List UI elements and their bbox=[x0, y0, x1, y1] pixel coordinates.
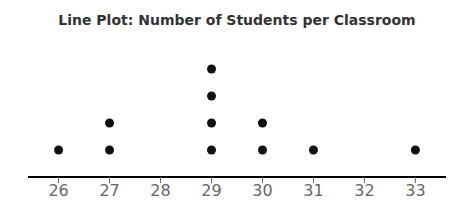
svg-text:31: 31 bbox=[303, 181, 323, 200]
svg-text:32: 32 bbox=[354, 181, 374, 200]
svg-text:27: 27 bbox=[99, 181, 119, 200]
svg-text:29: 29 bbox=[201, 181, 221, 200]
html-text:Line Plot: Number of Students: Line Plot: Number of Students per Classr… bbox=[58, 12, 416, 28]
svg-text:30: 30 bbox=[252, 181, 272, 200]
svg-text:28: 28 bbox=[150, 181, 170, 200]
svg-text:26: 26 bbox=[48, 181, 68, 200]
svg-text:33: 33 bbox=[405, 181, 425, 200]
